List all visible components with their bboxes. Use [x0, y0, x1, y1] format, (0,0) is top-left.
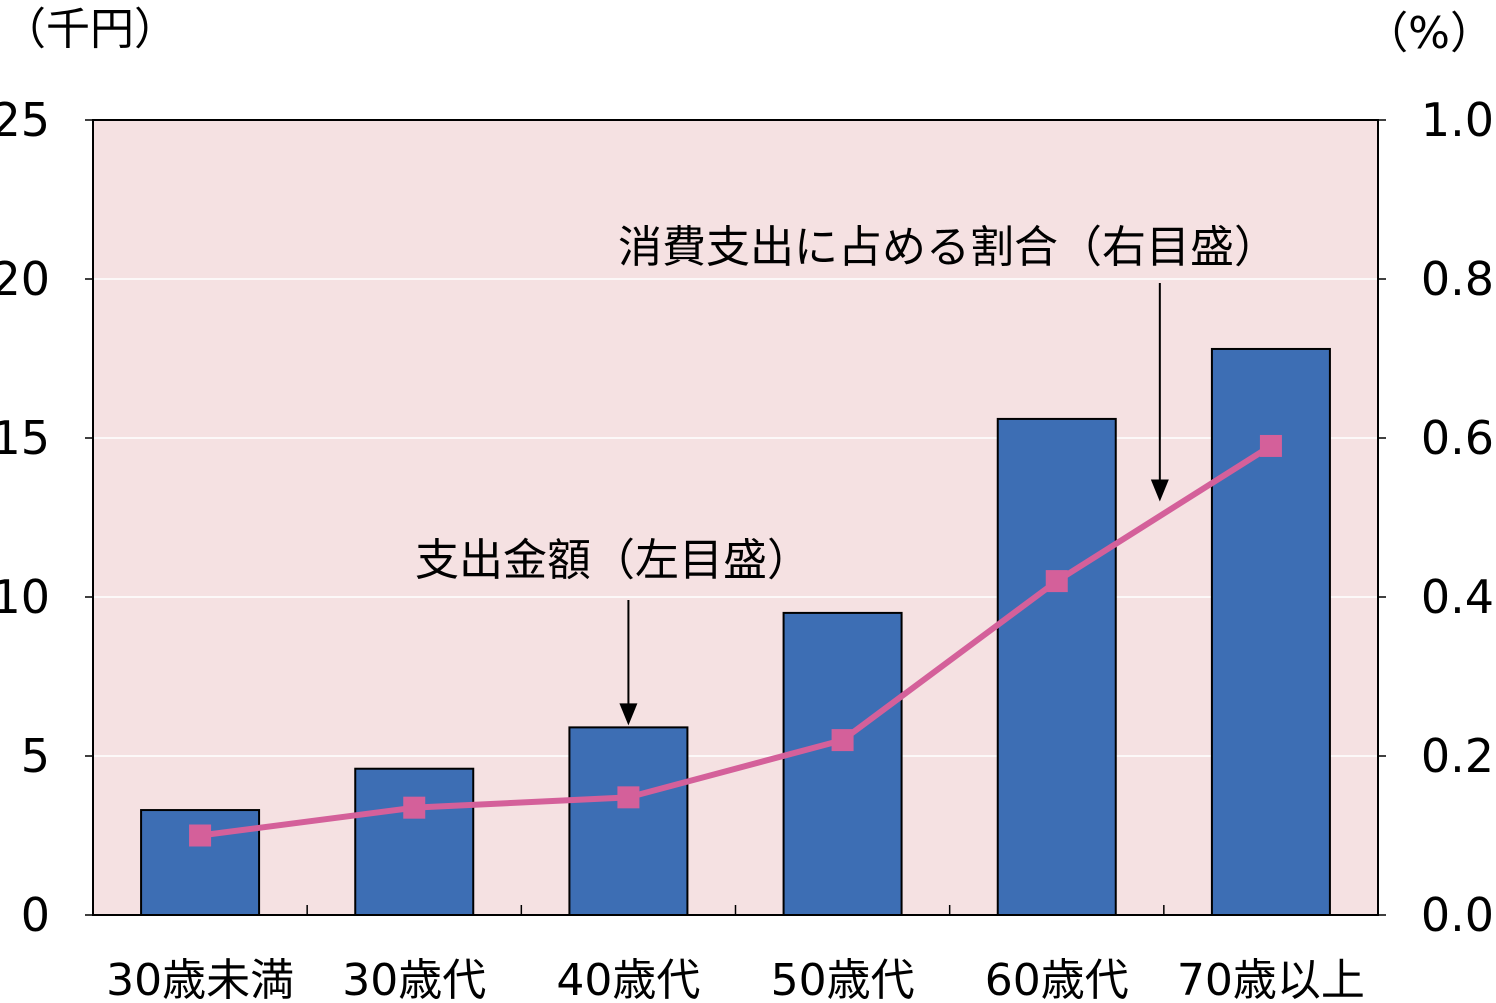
right-tick-label: 1.0 — [1421, 93, 1494, 147]
bar — [354, 767, 475, 916]
annotation-arrows — [619, 283, 1169, 726]
line-marker — [617, 786, 640, 809]
line-marker — [403, 796, 426, 819]
right-tick-label: 0.6 — [1421, 411, 1494, 465]
category-label: 30歳未満 — [106, 955, 294, 1003]
line-marker — [1259, 434, 1282, 457]
left-tick-label: 20 — [0, 252, 50, 306]
series-line — [199, 443, 1273, 839]
category-labels: 30歳未満 30歳代 40歳代 50歳代 60歳代 70歳以上 — [106, 955, 1365, 1003]
annotation-spending: 支出金額（左目盛） — [415, 535, 811, 586]
annotation-share: 消費支出に占める割合（右目盛） — [618, 222, 1278, 273]
arrow-spending-head — [619, 703, 638, 726]
category-label: 50歳代 — [771, 955, 915, 1003]
category-label: 60歳代 — [985, 955, 1129, 1003]
left-tick-label: 15 — [0, 411, 50, 465]
category-label: 40歳代 — [556, 955, 700, 1003]
right-tick-label: 0.0 — [1421, 888, 1494, 942]
left-tick-label: 10 — [0, 570, 50, 624]
line-marker — [1045, 570, 1068, 593]
category-label: 70歳以上 — [1177, 955, 1365, 1003]
line-marker — [189, 824, 212, 847]
gridlines — [93, 278, 1378, 757]
left-tick-label: 0 — [21, 888, 50, 942]
plot-area — [93, 120, 1378, 915]
right-tick-label: 0.8 — [1421, 252, 1494, 306]
left-axis-unit: （千円） — [2, 4, 178, 55]
right-tick-label: 0.4 — [1421, 570, 1494, 624]
right-axis-unit: （%） — [1364, 8, 1494, 59]
bar — [1210, 347, 1331, 916]
line-series — [189, 434, 1282, 847]
x-axis-ticks — [306, 905, 1165, 915]
bar — [782, 611, 903, 917]
left-axis-tick-labels: 0 5 10 15 20 25 — [0, 93, 93, 942]
category-label: 30歳代 — [342, 955, 486, 1003]
bar — [568, 726, 689, 916]
bar-series — [140, 347, 1331, 917]
left-tick-label: 25 — [0, 93, 50, 147]
right-axis-tick-labels: 0.0 0.2 0.4 0.6 0.8 1.0 — [1378, 93, 1494, 942]
left-tick-label: 5 — [21, 729, 50, 783]
arrow-share-head — [1150, 479, 1169, 502]
right-tick-label: 0.2 — [1421, 729, 1494, 783]
line-marker — [831, 729, 854, 752]
bar — [996, 417, 1117, 916]
